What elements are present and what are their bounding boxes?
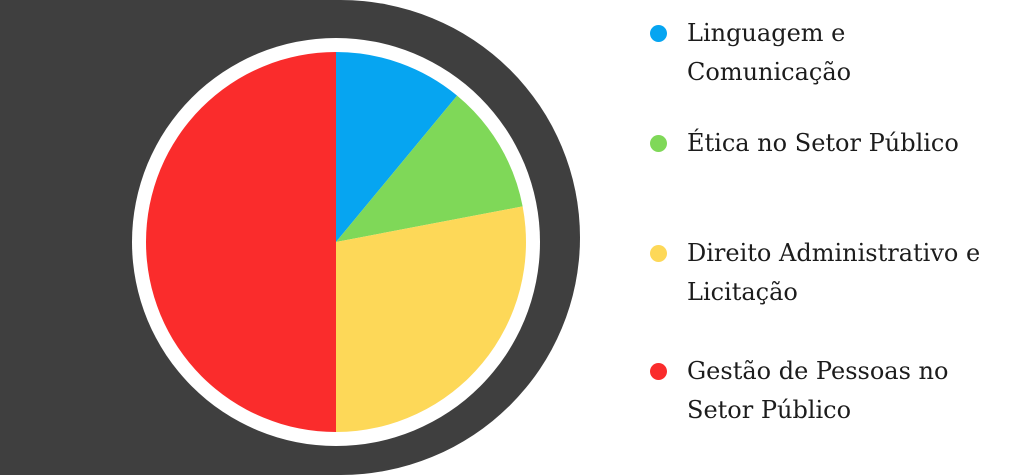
pie-slice-4 <box>146 52 336 432</box>
legend-swatch-direito <box>650 245 667 262</box>
legend-label-linguagem: Linguagem e Comunicação <box>687 19 852 86</box>
legend-swatch-linguagem <box>650 25 667 42</box>
legend-swatch-etica <box>650 135 667 152</box>
legend-label-direito: Direito Administrativo e Licitação <box>687 239 981 306</box>
pie-slice-2 <box>336 95 523 242</box>
legend-item-linguagem: Linguagem e Comunicação <box>650 14 1010 92</box>
legend-label-etica: Ética no Setor Público <box>687 129 959 157</box>
legend-swatch-gestao <box>650 363 667 380</box>
legend-item-gestao: Gestão de Pessoas no Setor Público <box>650 352 1010 430</box>
legend-item-etica: Ética no Setor Público <box>650 124 1010 163</box>
pie-chart <box>132 38 540 446</box>
legend-label-gestao: Gestão de Pessoas no Setor Público <box>687 357 949 424</box>
legend-item-direito: Direito Administrativo e Licitação <box>650 234 1010 312</box>
pie-slice-1 <box>336 52 458 242</box>
pie-slice-3 <box>336 206 526 432</box>
